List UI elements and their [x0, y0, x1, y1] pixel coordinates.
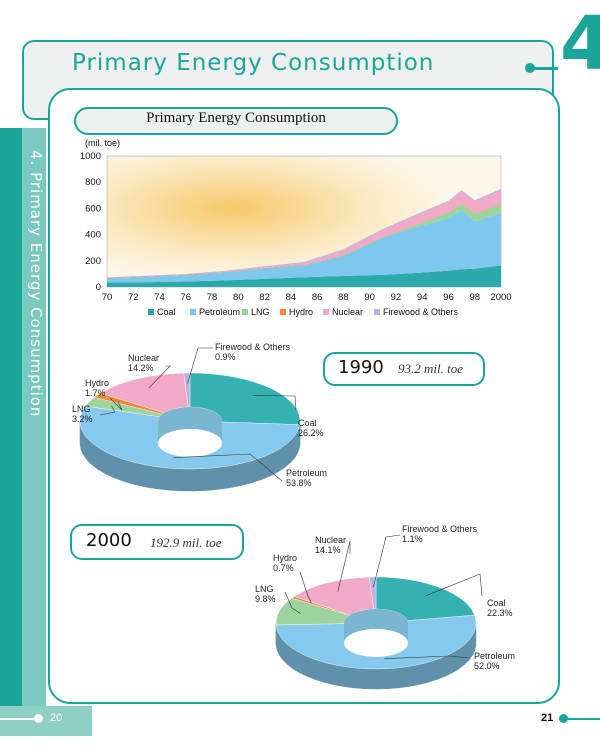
side-band-inner [22, 128, 46, 736]
leader-line [187, 347, 213, 384]
y-tick-label: 200 [85, 256, 101, 267]
pie-charts: Coal 26.2% Petroleum 53.8% LNG 3.2% Hydro 1.7% N… [72, 342, 515, 690]
page-number-right: 21 [541, 712, 554, 724]
chapter-connector-dot [525, 63, 535, 73]
legend-swatch [280, 309, 286, 315]
x-tick-label: 98 [469, 292, 480, 303]
footer-band-left [0, 706, 92, 736]
y-tick-label: 0 [96, 282, 101, 293]
x-tick-label: 74 [154, 292, 165, 303]
pie-hole [158, 429, 222, 457]
pie-label: LNG 9.8% [255, 584, 276, 604]
area-petroleum [107, 210, 501, 283]
leader-line [426, 573, 483, 597]
legend-swatch [242, 309, 248, 315]
leader-line [109, 397, 123, 411]
x-tick-label: 90 [364, 292, 375, 303]
y-axis-unit: (mil. toe) [85, 138, 120, 148]
chart-title-box [74, 107, 398, 135]
page-title: Primary Energy Consumption [72, 50, 435, 76]
x-tick-label: 94 [417, 292, 428, 303]
x-tick-label: 88 [338, 292, 349, 303]
side-band [0, 128, 26, 736]
chapter-connector-line [532, 67, 558, 70]
area-coal [107, 265, 501, 287]
leader-line [173, 453, 283, 482]
chapter-number: 4 [560, 1, 600, 87]
pie-label: Firewood & Others 1.1% [402, 524, 478, 544]
year-1990-label: 1990 [338, 357, 384, 378]
x-tick-label: 84 [286, 292, 297, 303]
pie-label: Firewood & Others 0.9% [215, 342, 291, 362]
x-tick-label: 82 [259, 292, 270, 303]
x-tick-label: 76 [181, 292, 192, 303]
x-tick-label: 2000 [490, 292, 511, 303]
pie-label: Hydro 1.7% [85, 378, 109, 398]
page-number-left: 20 [50, 712, 63, 724]
leader-line [373, 534, 401, 588]
footer-line-right [562, 718, 600, 720]
y-tick-label: 800 [85, 177, 101, 188]
leader-line [148, 365, 171, 389]
leader-line [384, 655, 471, 659]
leader-line [299, 571, 312, 604]
legend-label: Nuclear [332, 307, 363, 317]
pie-wall-petroleum [79, 422, 300, 492]
chart-title: Primary Energy Consumption [146, 110, 326, 126]
leader-line [284, 591, 301, 614]
year-2000-label: 2000 [86, 530, 132, 551]
x-tick-label: 72 [128, 292, 139, 303]
pie-label: Nuclear 14.1% [315, 535, 346, 555]
pie-label: Coal 22.3% [487, 598, 513, 618]
legend-label: Hydro [289, 307, 313, 317]
side-title-text: 4. Primary Energy Consumption [27, 150, 45, 418]
pie-label: Petroleum 52.0% [474, 651, 515, 671]
pie-wall-petroleum [275, 624, 477, 690]
area-nuclear [107, 190, 501, 279]
legend-swatch [323, 309, 329, 315]
year-1990-box [323, 352, 485, 386]
leader-line [252, 395, 297, 411]
x-tick-label: 92 [391, 292, 402, 303]
total-1990: 93.2 mil. toe [398, 361, 463, 376]
y-tick-label: 600 [85, 203, 101, 214]
pie-label: Petroleum 53.8% [286, 468, 327, 488]
pie-label: Coal 26.2% [298, 418, 324, 438]
year-2000-box [70, 524, 244, 560]
pie-label: Hydro 0.7% [273, 553, 297, 573]
x-tick-label: 86 [312, 292, 323, 303]
legend-label: Petroleum [199, 307, 240, 317]
pie-label: Nuclear 14.2% [128, 353, 159, 373]
x-tick-label: 78 [207, 292, 218, 303]
footer-dot-left [34, 714, 43, 723]
legend-swatch [374, 309, 380, 315]
leader-line [337, 540, 351, 592]
footer-line-left [0, 718, 38, 720]
legend-label: LNG [251, 307, 270, 317]
pie-hole-wall [158, 407, 222, 443]
x-tick-label: 96 [443, 292, 454, 303]
total-2000: 192.9 mil. toe [150, 535, 222, 550]
area-chart: 0 200 400 600 800 1000 70 72 74 76 78 80 82 84 86 88 90… [80, 138, 512, 317]
legend-swatch [190, 309, 196, 315]
pie-hole [344, 629, 408, 657]
x-tick-label: 70 [102, 292, 113, 303]
legend-label: Firewood & Others [383, 307, 459, 317]
x-tick-label: 80 [233, 292, 244, 303]
side-title: 4. Primary Energy Consumption [23, 150, 47, 450]
pie-label: LNG 3.2% [72, 404, 93, 424]
leader-line [99, 405, 116, 416]
legend-swatch [148, 309, 154, 315]
legend-label: Coal [157, 307, 176, 317]
y-tick-label: 400 [85, 230, 101, 241]
y-tick-label: 1000 [80, 151, 101, 162]
pie-hole-wall [344, 609, 408, 643]
